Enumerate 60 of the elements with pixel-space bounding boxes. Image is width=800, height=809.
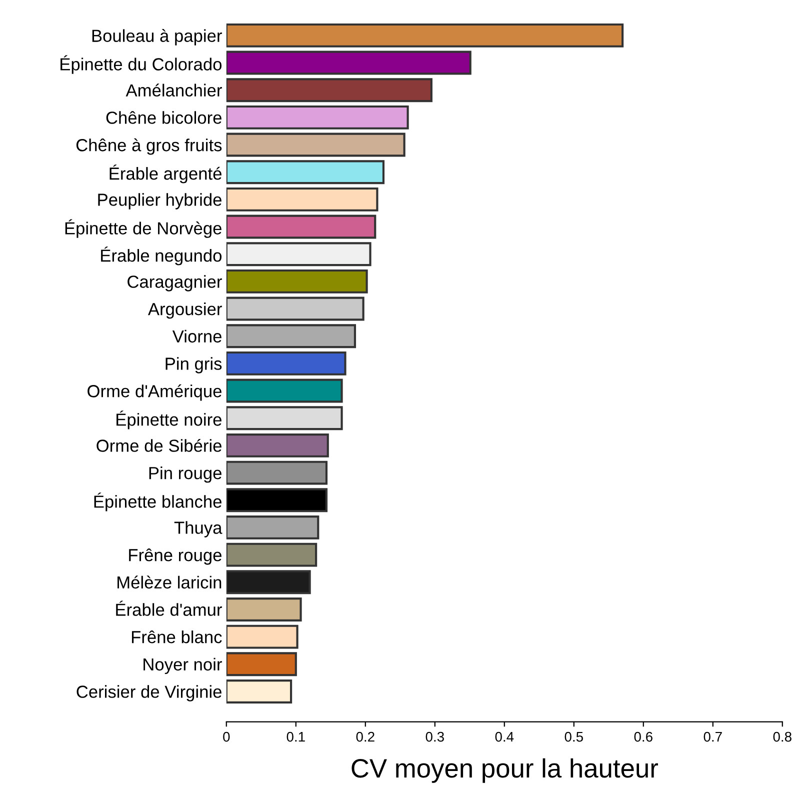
bar [226, 460, 328, 485]
bar [226, 187, 378, 212]
bar [226, 378, 343, 403]
y-tick-label: Peuplier hybride [98, 193, 222, 210]
y-tick-label: Érable d'amur [116, 600, 222, 616]
y-tick-label: Érable negundo [101, 246, 222, 266]
y-tick-label: Argousier [148, 302, 222, 319]
y-tick-label: Érable argenté [110, 164, 222, 184]
bar [226, 488, 328, 512]
bar [226, 242, 372, 266]
y-tick-label: Bouleau à papier [92, 29, 222, 46]
bar [226, 296, 364, 321]
bar [226, 652, 297, 676]
bar [226, 570, 311, 594]
x-tick-label: 0.6 [634, 732, 652, 742]
y-tick-label: Frêne rouge [129, 548, 222, 565]
y-tick-label: Frêne blanc [132, 630, 222, 644]
bar [226, 515, 320, 540]
y-tick-label: Épinette noire [116, 410, 222, 430]
bar [226, 542, 318, 567]
bar [226, 78, 432, 102]
y-tick-label: Épinette de Norvège [65, 219, 222, 238]
y-tick-label: Mélèze laricin [118, 576, 222, 589]
bar [226, 160, 385, 184]
y-tick-label: Pin gris [166, 357, 222, 374]
x-axis-title: CV moyen pour la hauteur [352, 758, 658, 783]
y-tick-label: Caragagnier [128, 275, 222, 292]
y-tick-label: Thuya [174, 521, 222, 538]
y-tick-label: Noyer noir [144, 658, 222, 674]
bar [226, 23, 624, 48]
x-tick-label: 0.5 [564, 732, 583, 742]
y-tick-label: Épinette du Colorado [60, 55, 222, 74]
y-tick-label: Épinette blanche [94, 492, 222, 512]
y-tick-label: Orme de Sibérie [96, 438, 222, 452]
bar [226, 214, 376, 239]
bar [226, 132, 406, 157]
y-tick-label: Orme d'Amérique [88, 384, 222, 401]
bar [226, 351, 346, 376]
y-tick-label: Chêne à gros fruits [76, 138, 222, 155]
bar [226, 50, 472, 75]
bar [226, 324, 356, 348]
x-tick-label: 0.1 [286, 732, 305, 742]
bar [226, 597, 302, 622]
bar [226, 269, 368, 294]
x-tick-label: 0.4 [495, 732, 514, 742]
y-tick-label: Pin rouge [149, 466, 222, 483]
bar [226, 679, 292, 704]
y-tick-label: Amélanchier [126, 84, 222, 97]
x-tick-label: 0.2 [356, 732, 374, 742]
x-tick-label: 0.3 [426, 732, 444, 742]
x-tick-label: 0 [223, 732, 230, 742]
bar [226, 105, 409, 130]
bar [226, 433, 329, 458]
y-tick-label: Cerisier de Virginie [76, 685, 222, 702]
y-tick-label: Viorne [172, 330, 222, 343]
x-tick-label: 0.7 [704, 732, 722, 742]
y-tick-label: Chêne bicolore [106, 111, 222, 124]
bar [226, 406, 343, 430]
x-tick-label: 0.8 [773, 732, 792, 742]
bar [226, 624, 298, 649]
